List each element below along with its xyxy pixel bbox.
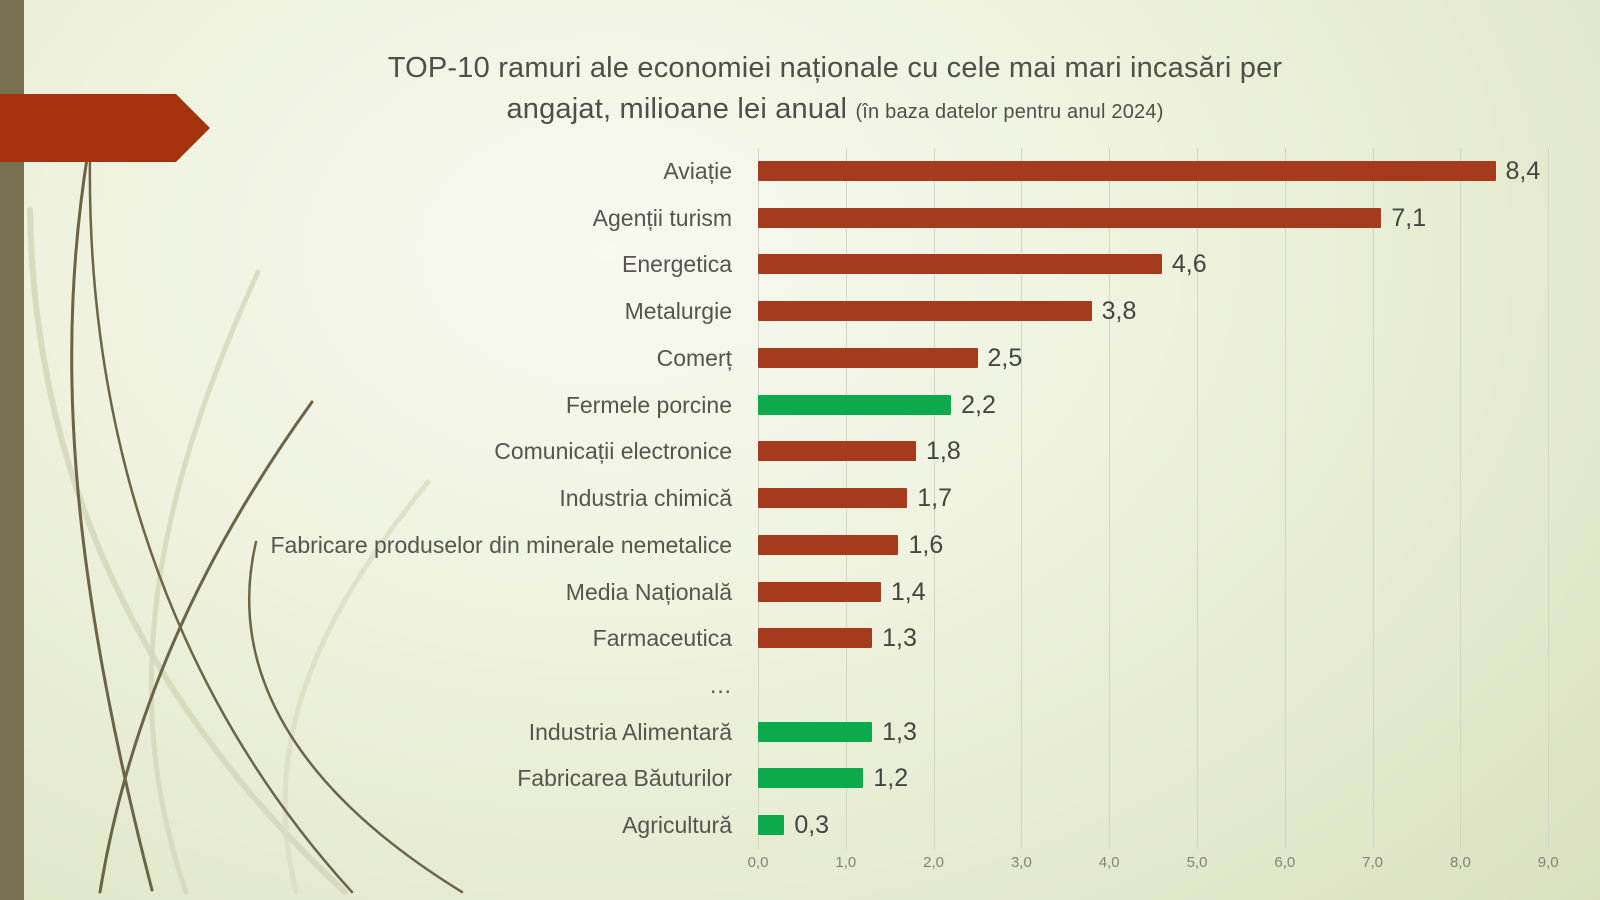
bar-chart: Aviație 8,4 Agenții turism 7,1 Energetic… — [0, 148, 1600, 849]
bar — [758, 394, 952, 415]
bar — [758, 347, 978, 368]
value-label: 2,5 — [987, 343, 1023, 372]
gridline — [1460, 148, 1462, 849]
value-label: 0,3 — [794, 811, 830, 840]
bar-row: Aviație 8,4 — [0, 148, 1600, 195]
category-label: Fabricarea Băuturilor — [517, 765, 732, 792]
x-tick-label: 5,0 — [1186, 854, 1208, 871]
slide-title-line1: TOP-10 ramuri ale economiei naționale cu… — [387, 52, 1283, 84]
value-label: 1,6 — [908, 530, 944, 559]
slide-title: TOP-10 ramuri ale economiei naționale cu… — [150, 48, 1520, 133]
x-tick-label: 7,0 — [1362, 854, 1384, 871]
gridline — [1197, 148, 1198, 849]
bar — [758, 534, 899, 555]
value-label: 8,4 — [1505, 157, 1541, 185]
bar-row: Comunicații electronice 1,8 — [0, 428, 1600, 475]
bar-row: Energetica 4,6 — [0, 241, 1600, 288]
bar-row: Fabricarea Băuturilor 1,2 — [0, 755, 1600, 802]
bar — [758, 301, 1092, 322]
category-label: Comerț — [656, 344, 732, 371]
gridline — [933, 148, 935, 849]
gridline — [1109, 148, 1111, 849]
category-label: Industria chimică — [559, 485, 732, 512]
category-label: Fermele porcine — [565, 391, 732, 418]
x-axis: 0,0 1,0 2,0 3,0 4,0 5,0 6,0 7,0 8,0 9,0 — [0, 850, 1600, 880]
bar-row-ellipsis: … — [0, 662, 1600, 709]
value-label: 1,3 — [882, 717, 917, 746]
category-label: Aviație — [663, 158, 732, 184]
title-arrow-icon — [0, 94, 210, 162]
gridline — [1372, 148, 1374, 849]
slide-title-note: (în baza datelor pentru anul 2024) — [855, 101, 1164, 123]
x-tick-label: 6,0 — [1274, 854, 1296, 871]
x-tick-label: 4,0 — [1098, 854, 1120, 871]
bar — [758, 161, 1496, 181]
bar — [758, 581, 881, 602]
slide-title-line2-main: angajat, milioane lei anual — [506, 93, 856, 125]
value-label: 7,1 — [1391, 203, 1427, 232]
category-label: … — [709, 672, 732, 699]
bar-row: Comerț 2,5 — [0, 335, 1600, 382]
bar — [758, 441, 917, 462]
gridline — [1284, 148, 1286, 849]
value-label: 1,2 — [873, 764, 909, 793]
value-label: 1,7 — [917, 484, 953, 513]
category-label: Media Națională — [565, 578, 732, 605]
bar-row: Fabricare produselor din minerale nemeta… — [0, 522, 1600, 569]
bar — [758, 721, 873, 742]
category-label: Agricultură — [622, 812, 732, 839]
bar — [758, 628, 873, 649]
bar-row: Agenții turism 7,1 — [0, 195, 1600, 242]
bar-row: Media Națională 1,4 — [0, 569, 1600, 616]
x-tick-label: 8,0 — [1449, 854, 1471, 871]
value-label: 2,2 — [961, 390, 996, 419]
x-tick-label: 9,0 — [1537, 854, 1559, 871]
category-label: Fabricare produselor din minerale nemeta… — [270, 531, 732, 558]
bar-row: Industria Alimentară 1,3 — [0, 709, 1600, 756]
value-label: 3,8 — [1101, 297, 1137, 326]
bar — [758, 815, 785, 836]
bar — [758, 254, 1162, 275]
bar-row: Industria chimică 1,7 — [0, 475, 1600, 522]
category-label: Metalurgie — [624, 298, 732, 325]
category-label: Energetica — [622, 251, 732, 278]
gridline — [1548, 148, 1550, 849]
slide-title-line2: angajat, milioane lei anual (în baza dat… — [150, 89, 1520, 133]
x-tick-label: 3,0 — [1010, 854, 1032, 871]
category-label: Agenții turism — [592, 204, 732, 231]
bar — [758, 488, 908, 509]
bar-row: Fermele porcine 2,2 — [0, 382, 1600, 429]
bar-row: Agricultură 0,3 — [0, 802, 1600, 849]
bar — [758, 207, 1382, 228]
category-label: Industria Alimentară — [528, 718, 732, 745]
value-label: 4,6 — [1171, 250, 1207, 279]
bar-row: Metalurgie 3,8 — [0, 288, 1600, 335]
category-label: Comunicații electronice — [494, 438, 732, 465]
bar-row: Farmaceutica 1,3 — [0, 615, 1600, 662]
x-tick-label: 2,0 — [923, 854, 945, 871]
category-label: Farmaceutica — [592, 625, 732, 652]
x-tick-label: 0,0 — [747, 854, 769, 871]
value-label: 1,3 — [882, 624, 917, 653]
value-label: 1,4 — [890, 577, 926, 606]
x-tick-label: 1,0 — [835, 854, 857, 871]
value-label: 1,8 — [926, 437, 961, 466]
bar — [758, 768, 864, 789]
gridline — [1021, 148, 1023, 849]
